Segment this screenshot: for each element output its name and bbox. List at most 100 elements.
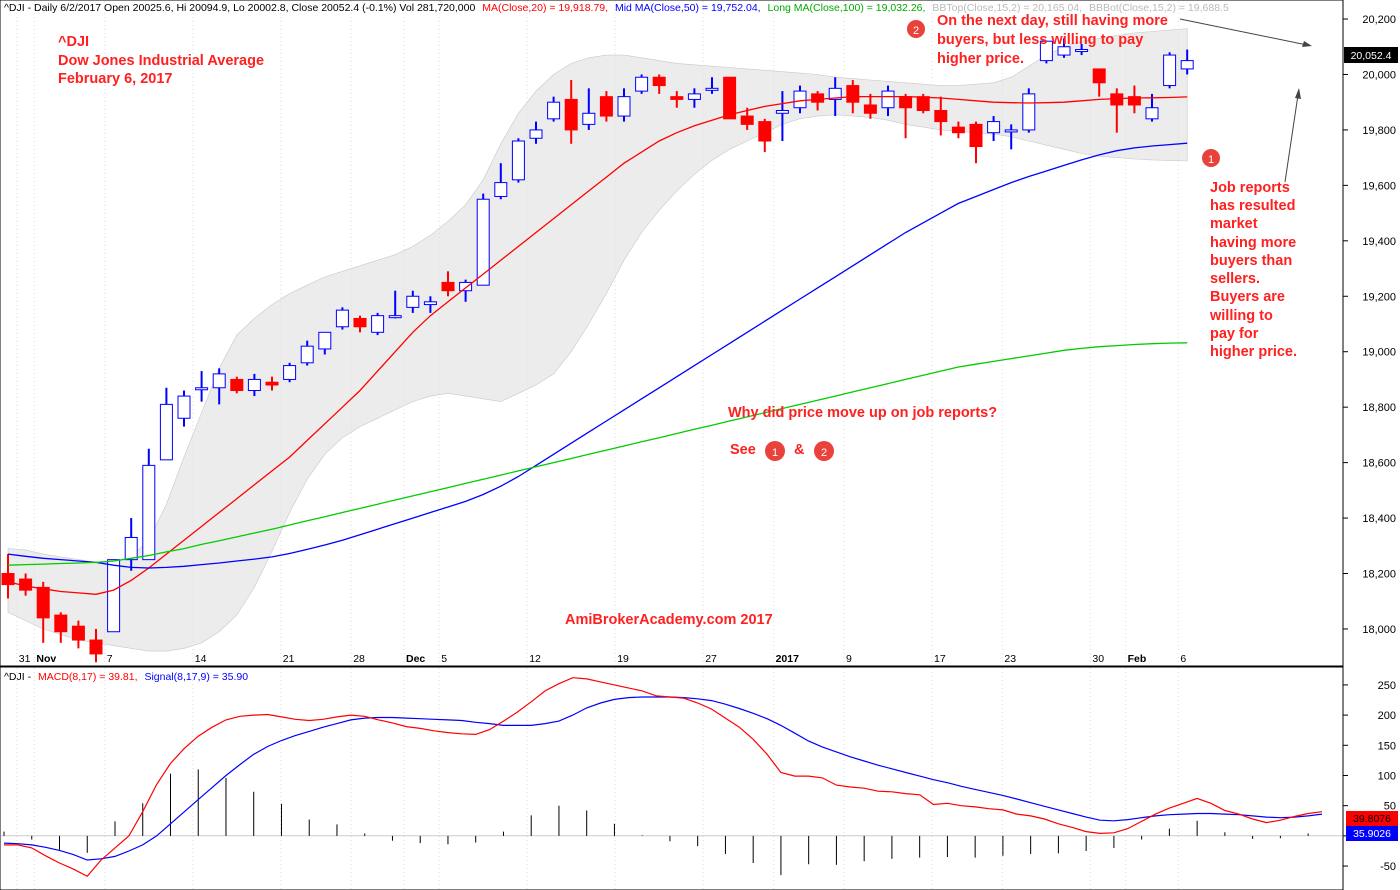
candle-body-up [1180,60,1194,70]
candle-body-up [476,198,490,286]
signal-badge-box [1346,826,1398,841]
price-y-tick-label: 20,000 [1362,69,1396,81]
price-y-tick-label: 19,200 [1362,291,1396,303]
annotation-2-arrowhead [1302,41,1312,47]
header-ma20: MA(Close,20) = 19,918.79, [482,2,608,14]
price-y-tick-label: 18,600 [1362,458,1396,470]
candle-body-down [863,104,877,114]
candle-body-down [441,281,455,292]
candle-body-up [547,101,561,120]
see-marker-1-label: 1 [772,447,778,459]
candle-body-down [758,121,772,142]
signal-badge-label: 35.9026 [1353,828,1391,840]
candle-body-up [1163,54,1177,87]
annotation-1-line-10: higher price. [1210,344,1297,360]
macd-header-macd: MACD(8,17) = 39.81, [38,671,138,683]
price-y-tick-label: 18,800 [1362,402,1396,414]
candle-body-down [89,639,103,655]
annotation-1: 1 Job reports has resulted market having… [1202,88,1301,360]
candle-body-up [423,301,437,306]
candle-body-up [388,315,402,319]
macd-line [4,677,1323,878]
see-marker-2-label: 2 [821,447,827,459]
candle-body-down [353,317,367,328]
candle-body-up [1039,40,1053,62]
ma100-line [7,342,1188,566]
candle-body-up [1022,93,1036,131]
candle-body-down [1127,96,1141,106]
candle-body-up [195,387,209,391]
macd-panel [0,677,1343,878]
x-tick-label: 23 [1004,653,1016,665]
candle-body-up [1145,107,1159,120]
annotation-1-line-6: sellers. [1210,271,1260,287]
signal-badge: 35.9026 [1346,826,1398,841]
candle-body-up [459,281,473,292]
x-tick-label: 7 [107,653,113,665]
candle-body-down [71,625,85,641]
x-tick-label: 5 [441,653,447,665]
annotation-1-marker-label: 1 [1208,154,1214,166]
candle-body-down [599,96,613,117]
price-badge-box [1344,47,1398,63]
x-tick-label: 28 [353,653,365,665]
macd-header-text: ^DJI - MACD(8,17) = 39.81, Signal(8,17,9… [4,671,248,683]
macd-y-tick-label: 200 [1378,710,1396,722]
x-tick-label: 31 [19,653,31,665]
macd-y-tick-label: -50 [1380,861,1396,873]
ma50-line [7,142,1188,569]
candle-body-down [54,614,68,633]
candle-body-up [177,395,191,419]
price-y-tick-label: 19,800 [1362,125,1396,137]
moving-average-lines [7,95,1188,595]
see-ampersand: & [794,442,805,458]
title-symbol: ^DJI [58,34,89,50]
candle-body-up [159,403,173,461]
macd-y-tick-label: 100 [1378,770,1396,782]
header-bbtop: BBTop(Close,15,2) = 20,165.04, [932,2,1082,14]
annotation-1-line-2: has resulted [1210,198,1295,214]
annotation-1-line-3: market [1210,216,1258,232]
candle-body-up [283,365,297,380]
annotation-1-marker [1202,149,1220,167]
candle-body-up [335,309,349,328]
candle-body-up [617,96,631,117]
candle-body-down [1092,68,1106,84]
annotation-1-arrow [1284,94,1299,183]
annotation-1-line-7: Buyers are [1210,289,1285,305]
price-y-tick-label: 19,400 [1362,236,1396,248]
x-axis: 31 Nov 7 14 21 28 Dec 5 12 19 27 2017 9 17 23 30 Feb 6 [19,653,1187,665]
header-long-ma: Long MA(Close,100) = 19,032.26, [768,2,926,14]
see-marker-2 [814,441,834,461]
x-tick-label: 27 [705,653,717,665]
watermark-text: AmiBrokerAcademy.com 2017 [565,612,773,628]
x-tick-label: 12 [529,653,541,665]
price-y-tick-label: 19,600 [1362,180,1396,192]
macd-y-tick-label: 250 [1378,680,1396,692]
see-marker-1 [765,441,785,461]
x-tick-label: 19 [617,653,629,665]
candle-body-down [1,573,15,586]
candle-body-up [107,559,121,633]
annotation-2-marker [907,20,925,38]
annotation-2-marker-label: 2 [913,25,919,37]
x-tick-label: Feb [1128,653,1147,665]
ma20-line [7,95,1188,595]
candle-body-up [793,90,807,109]
candle-body-up [687,93,701,100]
candle-body-up [511,140,525,181]
price-y-tick-label: 19,000 [1362,347,1396,359]
price-badge-label: 20,052.4 [1351,50,1392,62]
bollinger-band-area [7,28,1188,652]
macd-header-prefix: ^DJI - [4,671,32,683]
price-y-tick-label: 18,000 [1362,624,1396,636]
candles [1,38,1194,663]
title-date: February 6, 2017 [58,71,172,87]
price-y-tick-label: 18,400 [1362,513,1396,525]
candle-body-up [635,76,649,92]
price-y-tick-label: 18,200 [1362,569,1396,581]
x-grid [16,1,1179,889]
title-block: ^DJI Dow Jones Industrial Average Februa… [58,34,264,87]
x-tick-label: 6 [1180,653,1186,665]
candle-body-down [670,96,684,100]
